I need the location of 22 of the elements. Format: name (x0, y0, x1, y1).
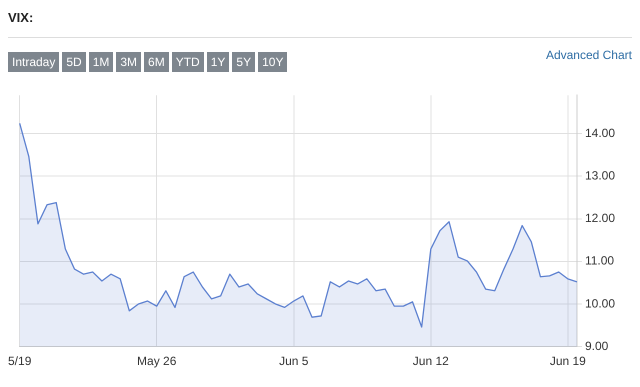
text: YTD (172, 52, 204, 72)
x-tick-label: Jun 12 (412, 354, 450, 368)
x-tick-label: Jun 19 (550, 354, 586, 368)
text: 6M (144, 52, 169, 72)
y-tick-label: 12.00 (584, 211, 616, 226)
y-tick-label: 10.00 (584, 296, 616, 310)
text: 5D (62, 52, 86, 72)
y-tick-label: 9.00 (584, 338, 609, 353)
text: 3M (116, 52, 142, 72)
x-tick-label: Jun 5 (279, 354, 309, 368)
text: 1Y (206, 52, 230, 72)
text: 1M (88, 52, 114, 72)
y-tick-label: 11.00 (584, 254, 614, 268)
text: 10Y (258, 52, 288, 72)
text: Advanced Chart (546, 48, 632, 62)
text: 5Y (232, 52, 256, 72)
y-tick-label: 13.00 (584, 168, 616, 182)
x-tick-label: 5/19 (8, 354, 32, 368)
chart-title: VIX: (8, 10, 34, 25)
x-tick-label: May 26 (137, 354, 177, 368)
text: Intraday (8, 52, 60, 72)
y-tick-label: 14.00 (584, 126, 616, 140)
